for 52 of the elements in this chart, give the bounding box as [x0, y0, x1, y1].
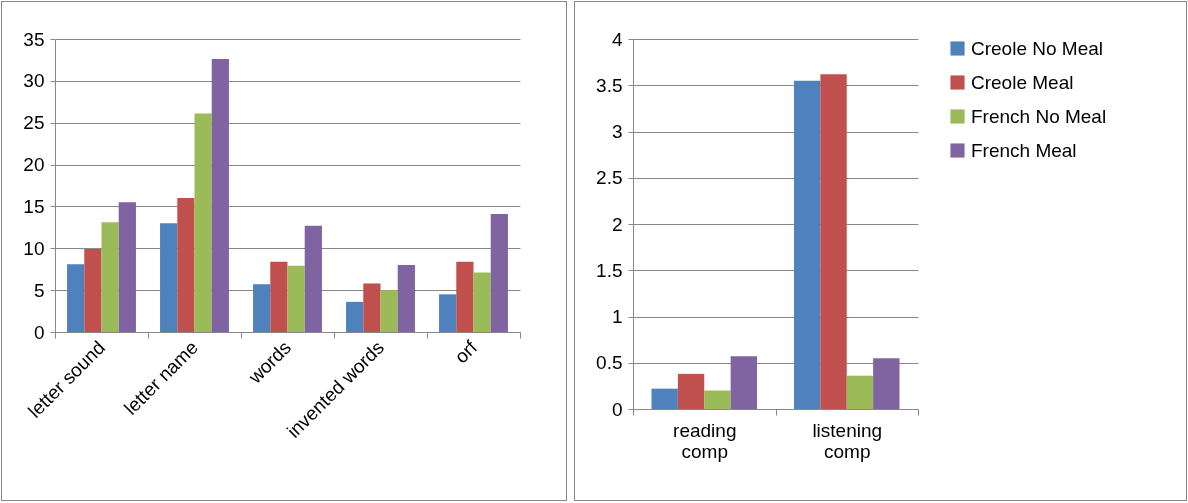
y-tick-label: 10	[23, 237, 45, 259]
bar	[439, 294, 457, 332]
y-tick-label: 5	[33, 279, 45, 301]
y-tick-label: 0	[33, 321, 45, 343]
y-tick-label: 3	[611, 121, 623, 142]
y-tick-label: 20	[23, 154, 45, 176]
bar	[490, 213, 508, 332]
bar	[873, 358, 900, 409]
bar	[253, 284, 271, 332]
bar	[380, 290, 398, 332]
y-tick-label: 2.5	[596, 167, 623, 189]
bar	[363, 283, 381, 332]
bar	[820, 74, 847, 409]
bar	[160, 223, 178, 332]
y-tick-label: 4	[611, 28, 623, 50]
y-tick-label: 1	[611, 306, 623, 327]
bar	[101, 222, 119, 332]
y-tick-label: 35	[23, 28, 45, 50]
bar	[456, 261, 474, 332]
y-tick-label: 0.5	[596, 352, 623, 374]
bar	[473, 272, 491, 332]
x-tick-label: reading comp	[673, 419, 737, 462]
bar	[397, 265, 415, 332]
y-tick-label: 15	[23, 195, 45, 217]
y-tick-label: 3.5	[596, 74, 623, 96]
bar	[346, 301, 364, 332]
y-tick-label: 2	[611, 213, 623, 235]
y-tick-label: 0	[611, 398, 623, 420]
bar	[846, 375, 874, 409]
y-tick-label: 25	[23, 112, 45, 134]
y-tick-label: 30	[23, 70, 45, 92]
bar	[793, 80, 821, 409]
bar	[677, 373, 705, 409]
bar	[211, 59, 229, 332]
bar	[270, 261, 288, 332]
bar	[194, 113, 212, 332]
bar	[304, 225, 322, 332]
bar	[287, 265, 305, 332]
legend-label: French No Meal	[971, 105, 1107, 127]
bar	[67, 264, 85, 332]
bar	[84, 249, 102, 332]
bar	[177, 198, 195, 332]
bar	[704, 390, 731, 409]
y-tick-label: 1.5	[596, 259, 623, 281]
bar	[730, 356, 758, 409]
legend-label: French Meal	[971, 139, 1077, 161]
legend-label: Creole No Meal	[971, 37, 1103, 59]
x-tick-label: orf	[450, 336, 482, 368]
x-tick-label: listening comp	[812, 419, 883, 462]
legend-label: Creole Meal	[971, 71, 1074, 93]
bar	[651, 388, 678, 409]
bar	[118, 202, 136, 332]
